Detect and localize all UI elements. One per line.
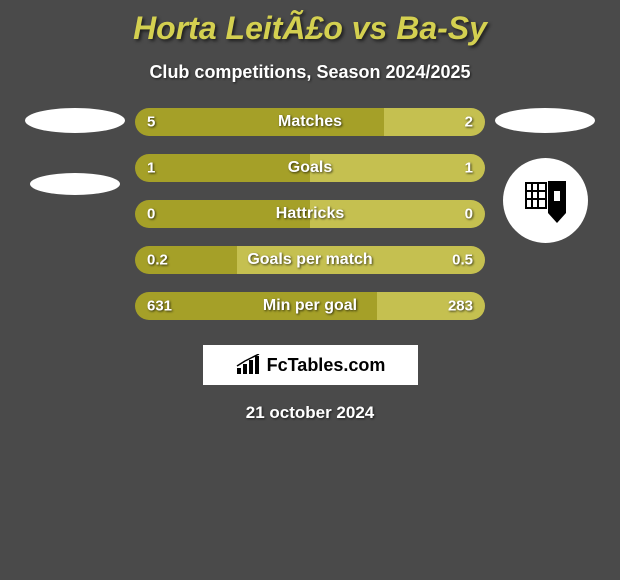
bar-label: Hattricks — [276, 205, 344, 223]
team-left-badge-2 — [30, 173, 120, 195]
bar-value-left: 0.2 — [147, 252, 168, 269]
title-text: Horta LeitÃ£o vs Ba-Sy — [133, 10, 487, 46]
bar-label: Matches — [278, 113, 342, 131]
subtitle: Club competitions, Season 2024/2025 — [149, 62, 470, 83]
bar-value-left: 0 — [147, 206, 155, 223]
bar-label: Min per goal — [263, 297, 357, 315]
stat-bar: 0.2 0.5 Goals per match — [135, 246, 485, 274]
main-container: Horta LeitÃ£o vs Ba-Sy Club competitions… — [0, 0, 620, 580]
stat-bars-column: 5 2 Matches 1 1 Goals 0 0 Hattricks 0.2 0.5 Goals p… — [135, 108, 485, 320]
team-right-badge-1 — [495, 108, 595, 133]
bar-value-right: 283 — [448, 298, 473, 315]
right-logo-column — [495, 108, 595, 243]
team-left-badge-1 — [25, 108, 125, 133]
bar-left-segment — [135, 154, 310, 182]
bar-value-right: 0.5 — [452, 252, 473, 269]
stat-bar: 0 0 Hattricks — [135, 200, 485, 228]
bar-value-left: 1 — [147, 160, 155, 177]
bar-value-right: 1 — [465, 160, 473, 177]
stat-bar: 631 283 Min per goal — [135, 292, 485, 320]
page-title: Horta LeitÃ£o vs Ba-Sy — [133, 10, 487, 47]
bar-label: Goals per match — [247, 251, 372, 269]
club-crest-icon — [518, 173, 573, 228]
date-text: 21 october 2024 — [246, 403, 375, 423]
bar-value-right: 2 — [465, 114, 473, 131]
bar-value-left: 5 — [147, 114, 155, 131]
bar-left-segment — [135, 108, 384, 136]
stats-area: 5 2 Matches 1 1 Goals 0 0 Hattricks 0.2 0.5 Goals p… — [0, 108, 620, 320]
footer-brand-logo: FcTables.com — [203, 345, 418, 385]
bar-label: Goals — [288, 159, 332, 177]
bar-right-segment — [310, 154, 485, 182]
left-logo-column — [25, 108, 125, 195]
chart-icon — [235, 354, 261, 376]
team-right-badge-2 — [503, 158, 588, 243]
stat-bar: 5 2 Matches — [135, 108, 485, 136]
stat-bar: 1 1 Goals — [135, 154, 485, 182]
bar-value-left: 631 — [147, 298, 172, 315]
footer-brand-text: FcTables.com — [267, 355, 386, 376]
bar-value-right: 0 — [465, 206, 473, 223]
